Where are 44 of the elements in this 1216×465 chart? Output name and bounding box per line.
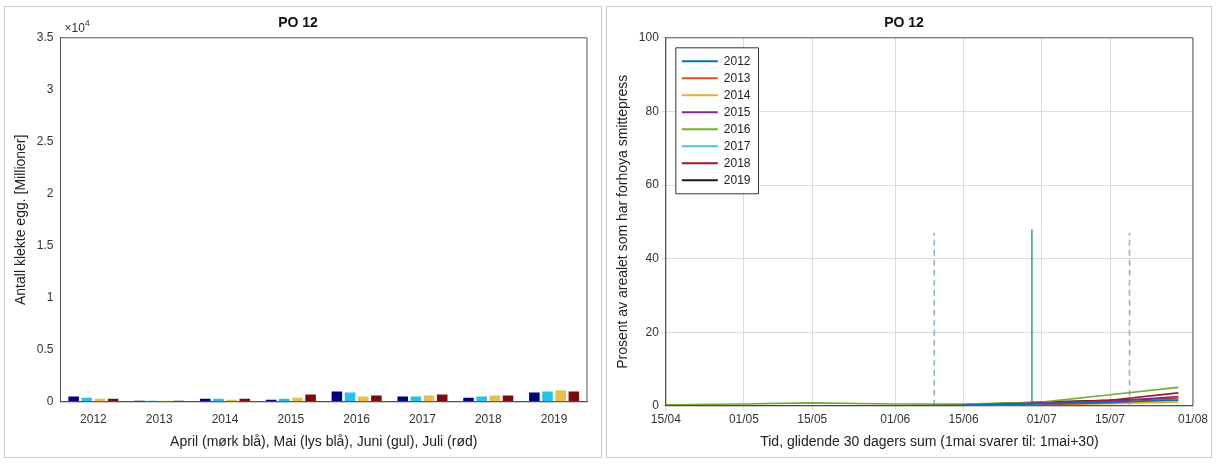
legend-label: 2015 bbox=[723, 104, 751, 119]
chart-title: PO 12 bbox=[884, 14, 925, 31]
y-axis-title: Antall klekte egg. [Millioner] bbox=[12, 134, 29, 306]
legend-label: 2017 bbox=[723, 138, 751, 153]
y-tick-label: 1.5 bbox=[36, 238, 54, 253]
y-tick-label: 1 bbox=[46, 290, 54, 305]
y-tick-label: 40 bbox=[645, 250, 660, 265]
x-tick-label: 01/07 bbox=[1026, 412, 1058, 427]
x-tick-label: 2013 bbox=[145, 412, 173, 427]
x-tick-label: 15/04 bbox=[650, 412, 682, 427]
x-tick-label: 2019 bbox=[540, 412, 568, 427]
y-tick-label: 2 bbox=[46, 186, 54, 201]
y-tick-label: 80 bbox=[645, 103, 660, 118]
x-tick-label: 15/05 bbox=[797, 412, 828, 427]
y-tick-label: 3.5 bbox=[36, 30, 54, 45]
x-tick-label: 01/08 bbox=[1177, 412, 1209, 427]
x-tick-label: 2017 bbox=[409, 412, 437, 427]
y-tick-label: 2.5 bbox=[36, 134, 54, 149]
y-axis-title: Prosent av arealet som har forhoya smittepress bbox=[614, 74, 631, 369]
y-tick-label: 100 bbox=[638, 30, 660, 45]
x-tick-label: 01/06 bbox=[880, 412, 911, 427]
chart-title: PO 12 bbox=[278, 14, 319, 31]
x-tick-label: 2016 bbox=[343, 412, 371, 427]
y-tick-label: 0.5 bbox=[36, 342, 54, 357]
y-tick-label: 3 bbox=[46, 82, 54, 97]
y-tick-label: 20 bbox=[645, 324, 660, 339]
x-tick-label: 2012 bbox=[80, 412, 108, 427]
legend-label: 2014 bbox=[723, 87, 751, 102]
y-tick-label: 60 bbox=[645, 177, 660, 192]
x-tick-label: 15/06 bbox=[948, 412, 979, 427]
legend-label: 2018 bbox=[723, 155, 751, 170]
x-axis-title: Tid, glidende 30 dagers sum (1mai svarer til: 1mai+30) bbox=[760, 433, 1099, 450]
x-tick-label: 2014 bbox=[211, 412, 239, 427]
x-tick-label: 01/05 bbox=[728, 412, 760, 427]
x-tick-label: 2018 bbox=[474, 412, 502, 427]
legend-label: 2012 bbox=[723, 53, 751, 68]
x-axis-title: April (mørk blå), Mai (lys blå), Juni (gul), Juli (rød) bbox=[170, 433, 478, 450]
y-tick-label: 0 bbox=[46, 394, 54, 409]
legend-label: 2016 bbox=[723, 121, 751, 136]
legend-label: 2013 bbox=[723, 70, 751, 85]
x-tick-label: 15/07 bbox=[1094, 412, 1126, 427]
y-tick-label: 0 bbox=[652, 398, 660, 413]
x-tick-label: 2015 bbox=[277, 412, 305, 427]
legend-label: 2019 bbox=[723, 172, 751, 187]
